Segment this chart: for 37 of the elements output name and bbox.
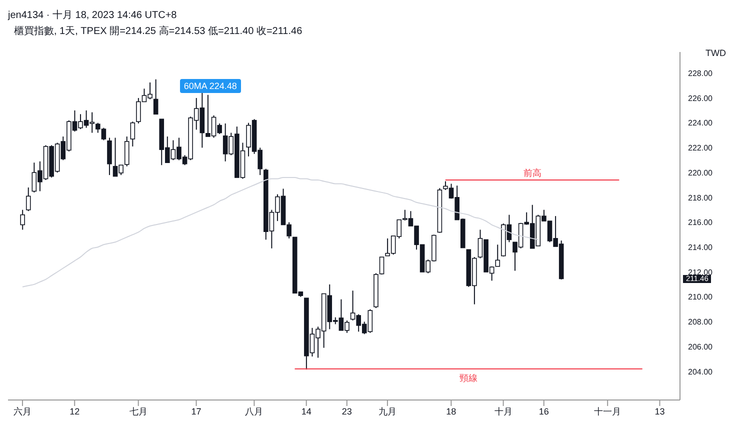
x-tick-label: 十一月 [594, 406, 622, 416]
annotation: 頸線 [458, 372, 479, 385]
y-axis-title: TWD [706, 48, 726, 58]
line-series [22, 177, 539, 288]
candlestick [26, 186, 31, 212]
y-tick-label: 222.00 [688, 144, 714, 153]
annotation: 前高 [522, 167, 542, 180]
y-tick-label: 204.00 [688, 367, 714, 376]
y-tick-label: 210.00 [688, 292, 714, 302]
x-tick-label: 17 [191, 406, 202, 416]
y-tick-label: 224.00 [688, 118, 714, 128]
chart-title: jen4134 · 十月 18, 2023 14:46 UTC+8 [8, 8, 178, 23]
x-tick-label: 16 [538, 406, 549, 416]
x-tick-label: 七月 [129, 406, 148, 416]
annotation: 60MA 224.48 [180, 78, 241, 93]
y-tick-label: 208.00 [688, 318, 714, 327]
candlestick [107, 137, 112, 176]
x-tick-label: 18 [446, 406, 456, 416]
y-tick-label: 216.00 [688, 218, 714, 228]
x-tick-label: 六月 [13, 406, 32, 416]
chart-subtitle: 櫃買指數, 1天, TPEX 開=214.25 高=214.53 低=211.40 收=211.46 [13, 24, 304, 39]
y-tick-label: 228.00 [688, 68, 714, 78]
x-tick-label: 十月 [494, 406, 512, 416]
candlestick [130, 121, 136, 147]
candlestick [20, 209, 25, 230]
x-tick-label: 23 [342, 406, 352, 416]
x-tick-label: 八月 [245, 406, 264, 416]
y-tick-label: 218.00 [688, 193, 714, 202]
x-tick-label: 13 [654, 406, 665, 416]
x-tick-label: 12 [70, 406, 80, 416]
y-tick-label: 226.00 [688, 94, 714, 103]
y-tick-label: 214.00 [688, 242, 714, 252]
x-tick-label: 14 [301, 406, 312, 416]
candlestick [153, 78, 158, 115]
y-tick-label: 206.00 [688, 342, 714, 352]
y-tick-label: 220.00 [688, 168, 714, 178]
x-tick-label: 九月 [378, 406, 396, 416]
